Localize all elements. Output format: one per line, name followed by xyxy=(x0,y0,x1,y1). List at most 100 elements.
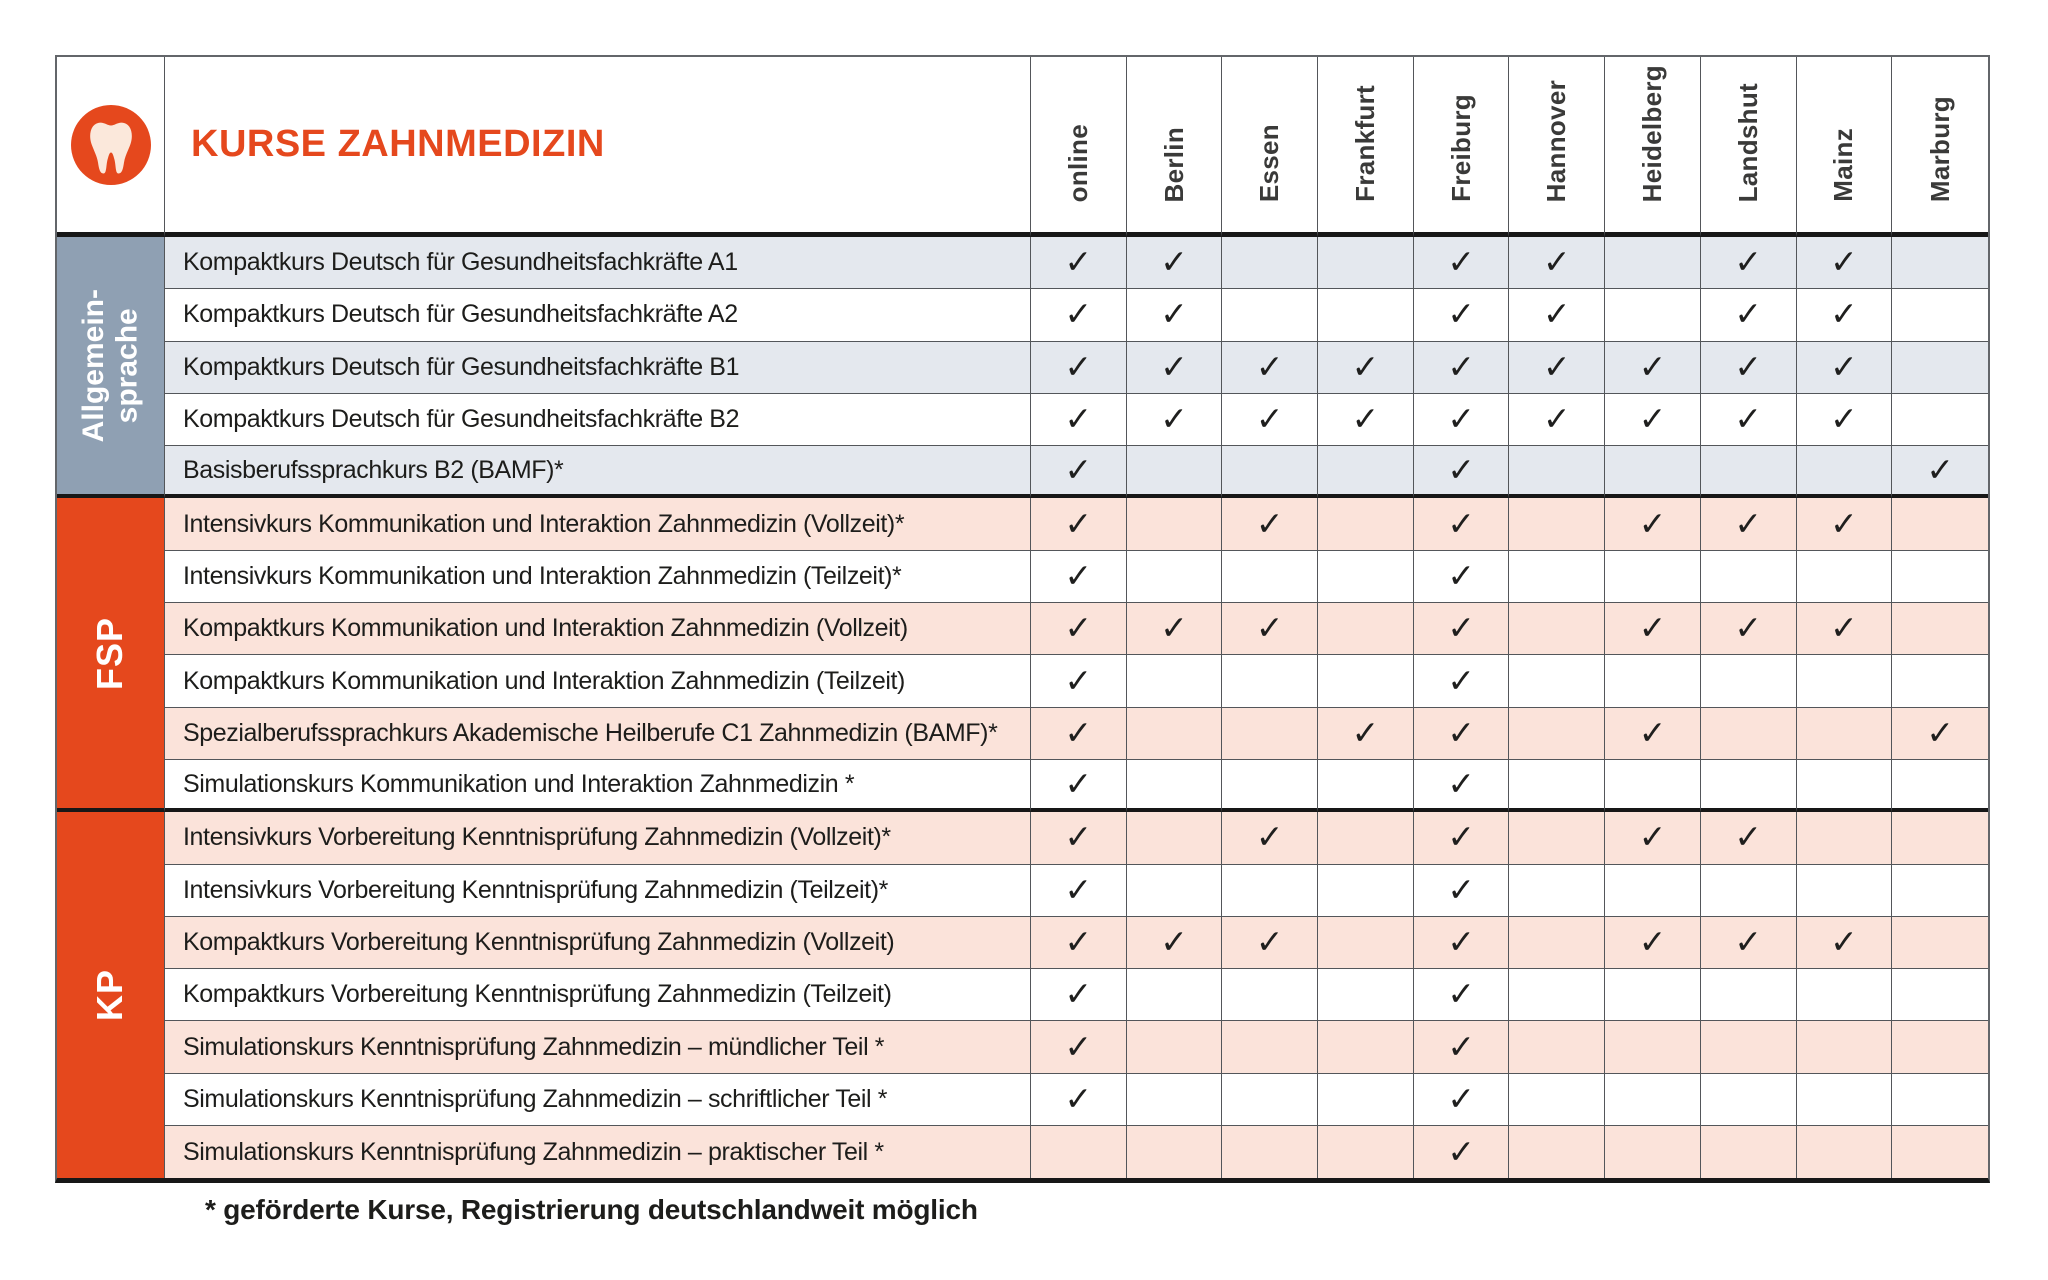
course-name: Intensivkurs Kommunikation und Interakti… xyxy=(183,509,905,538)
column-header-label: Freiburg xyxy=(1445,94,1476,202)
availability-cell-heidelberg xyxy=(1605,446,1701,499)
availability-cell-marburg xyxy=(1892,864,1988,917)
page-title: KURSE ZAHNMEDIZIN xyxy=(191,123,605,165)
tooth-icon xyxy=(70,104,151,185)
availability-cell-essen: ✓ xyxy=(1222,603,1319,656)
column-header-label: Heidelberg xyxy=(1637,64,1668,202)
availability-cell-frankfurt: ✓ xyxy=(1318,393,1414,447)
check-icon: ✓ xyxy=(1638,713,1667,751)
check-icon: ✓ xyxy=(1447,504,1475,542)
availability-cell-mainz xyxy=(1796,969,1893,1022)
check-icon: ✓ xyxy=(1351,400,1380,438)
check-icon: ✓ xyxy=(1160,609,1188,647)
check-icon: ✓ xyxy=(1064,347,1093,385)
check-icon: ✓ xyxy=(1351,713,1380,751)
availability-cell-online: ✓ xyxy=(1031,864,1127,917)
availability-cell-mainz: ✓ xyxy=(1796,393,1893,447)
course-name: Simulationskurs Kenntnisprüfung Zahnmedi… xyxy=(183,1032,885,1061)
availability-cell-landshut xyxy=(1700,655,1797,708)
availability-cell-landshut xyxy=(1700,759,1797,813)
group-label-text: KP xyxy=(89,969,131,1022)
check-icon: ✓ xyxy=(1447,609,1475,647)
check-icon: ✓ xyxy=(1255,923,1284,960)
course-row-label: Simulationskurs Kenntnisprüfung Zahnmedi… xyxy=(165,1021,1031,1074)
check-icon: ✓ xyxy=(1734,818,1763,856)
column-header-label: Hannover xyxy=(1541,79,1572,202)
check-icon: ✓ xyxy=(1255,609,1284,647)
availability-cell-freiburg: ✓ xyxy=(1413,655,1510,708)
availability-cell-marburg xyxy=(1892,393,1988,447)
availability-cell-hannover xyxy=(1509,969,1606,1022)
availability-cell-heidelberg: ✓ xyxy=(1605,812,1701,865)
availability-cell-freiburg: ✓ xyxy=(1413,289,1510,342)
availability-cell-landshut: ✓ xyxy=(1700,289,1797,342)
check-icon: ✓ xyxy=(1638,923,1667,960)
course-name: Intensivkurs Kommunikation und Interakti… xyxy=(183,561,902,590)
check-icon: ✓ xyxy=(1064,556,1093,594)
availability-cell-online: ✓ xyxy=(1031,812,1127,865)
check-icon: ✓ xyxy=(1064,764,1093,802)
availability-cell-hannover xyxy=(1509,498,1606,551)
availability-cell-mainz: ✓ xyxy=(1796,341,1893,394)
availability-cell-online: ✓ xyxy=(1031,969,1127,1022)
availability-cell-frankfurt xyxy=(1318,550,1414,604)
availability-cell-online: ✓ xyxy=(1031,289,1127,342)
availability-cell-hannover: ✓ xyxy=(1509,393,1606,447)
check-icon: ✓ xyxy=(1160,400,1188,438)
course-row-label: Kompaktkurs Deutsch für Gesundheitsfachk… xyxy=(165,237,1031,290)
availability-cell-berlin xyxy=(1126,446,1223,499)
course-name: Kompaktkurs Deutsch für Gesundheitsfachk… xyxy=(183,300,738,329)
course-name: Spezialberufssprachkurs Akademische Heil… xyxy=(183,718,998,747)
group-label-text: FSP xyxy=(89,616,131,690)
column-header-online: online xyxy=(1031,57,1127,237)
availability-cell-frankfurt xyxy=(1318,864,1414,917)
group-label-allgemein: Allgemein- sprache xyxy=(57,237,165,499)
check-icon: ✓ xyxy=(1830,923,1858,960)
course-row-label: Intensivkurs Kommunikation und Interakti… xyxy=(165,498,1031,551)
course-row-label: Simulationskurs Kenntnisprüfung Zahnmedi… xyxy=(165,1073,1031,1127)
availability-cell-frankfurt xyxy=(1318,1126,1414,1179)
availability-cell-landshut xyxy=(1700,1021,1797,1074)
availability-cell-heidelberg xyxy=(1605,1126,1701,1179)
availability-cell-hannover xyxy=(1509,812,1606,865)
column-header-marburg: Marburg xyxy=(1892,57,1988,237)
check-icon: ✓ xyxy=(1160,295,1188,333)
availability-cell-frankfurt xyxy=(1318,759,1414,813)
column-header-label: Essen xyxy=(1254,123,1285,202)
course-row-label: Kompaktkurs Vorbereitung Kenntnisprüfung… xyxy=(165,916,1031,970)
group-label-fsp: FSP xyxy=(57,498,165,813)
availability-cell-mainz xyxy=(1796,812,1893,865)
availability-cell-berlin xyxy=(1126,1073,1223,1127)
availability-cell-landshut xyxy=(1700,707,1797,760)
course-row-label: Kompaktkurs Deutsch für Gesundheitsfachk… xyxy=(165,393,1031,447)
column-header-label: Landshut xyxy=(1732,82,1763,202)
check-icon: ✓ xyxy=(1830,504,1858,542)
availability-cell-essen xyxy=(1222,969,1319,1022)
check-icon: ✓ xyxy=(1255,818,1284,856)
availability-cell-online: ✓ xyxy=(1031,916,1127,970)
check-icon: ✓ xyxy=(1734,504,1763,542)
availability-cell-essen: ✓ xyxy=(1222,393,1319,447)
check-icon: ✓ xyxy=(1447,661,1475,699)
check-icon: ✓ xyxy=(1734,923,1763,960)
availability-cell-freiburg: ✓ xyxy=(1413,550,1510,604)
availability-cell-heidelberg xyxy=(1605,237,1701,290)
availability-cell-essen xyxy=(1222,1073,1319,1127)
check-icon: ✓ xyxy=(1447,556,1475,594)
check-icon: ✓ xyxy=(1926,450,1954,488)
availability-cell-freiburg: ✓ xyxy=(1413,759,1510,813)
availability-cell-mainz xyxy=(1796,864,1893,917)
availability-cell-hannover xyxy=(1509,550,1606,604)
availability-cell-mainz: ✓ xyxy=(1796,603,1893,656)
availability-cell-berlin xyxy=(1126,759,1223,813)
availability-cell-berlin xyxy=(1126,498,1223,551)
availability-cell-online: ✓ xyxy=(1031,707,1127,760)
availability-cell-marburg xyxy=(1892,550,1988,604)
availability-cell-berlin xyxy=(1126,1126,1223,1179)
availability-cell-marburg xyxy=(1892,812,1988,865)
availability-cell-frankfurt xyxy=(1318,969,1414,1022)
course-name: Simulationskurs Kenntnisprüfung Zahnmedi… xyxy=(183,1084,888,1113)
availability-cell-hannover: ✓ xyxy=(1509,289,1606,342)
availability-cell-heidelberg xyxy=(1605,1073,1701,1127)
availability-cell-hannover xyxy=(1509,759,1606,813)
